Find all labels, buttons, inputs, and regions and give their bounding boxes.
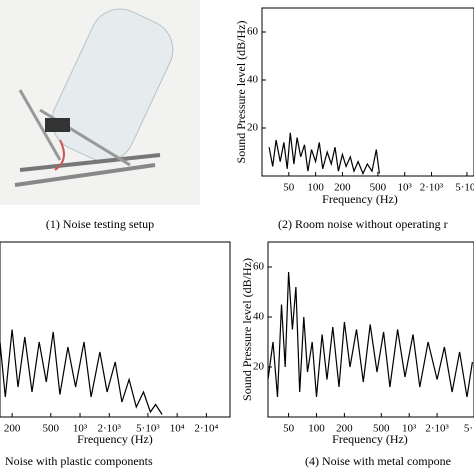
x-tick-label: 100 — [307, 182, 324, 194]
x-tick-label: 200 — [4, 423, 21, 435]
plot-frame — [0, 241, 231, 418]
x-tick-label: 500 — [370, 182, 387, 194]
plot-frame — [267, 241, 474, 418]
x-tick-label: 10³ — [402, 423, 417, 435]
x-tick-label: 5·10³ — [136, 423, 160, 435]
caption: (4) Noise with metal compone — [305, 454, 451, 468]
setup-photo — [0, 0, 200, 205]
plot-frame — [261, 7, 474, 177]
caption: (2) Room noise without operating r — [278, 217, 448, 231]
x-tick-label: 200 — [334, 182, 351, 194]
x-tick-label: 2·10³ — [420, 182, 444, 194]
y-tick-label: 60 — [253, 261, 265, 273]
caption: Noise with plastic components — [5, 454, 153, 468]
x-tick-label: 10³ — [398, 182, 413, 194]
y-tick-label: 40 — [247, 74, 259, 86]
y-tick-label: 20 — [253, 361, 265, 373]
y-axis-label: Sound Pressure level (dB/Hz) — [234, 21, 248, 164]
x-tick-label: 50 — [283, 182, 295, 194]
x-tick-label: 10⁴ — [170, 423, 185, 435]
caption: (1) Noise testing setup — [46, 217, 154, 231]
y-tick-label: 40 — [253, 311, 265, 323]
spectrum-line — [267, 271, 473, 398]
x-tick-label: 2·10⁴ — [194, 423, 218, 435]
x-tick-label: 5·10³ — [455, 182, 474, 194]
y-tick-label: 60 — [247, 26, 259, 38]
x-tick-label: 500 — [43, 423, 60, 435]
y-tick-label: 20 — [247, 122, 259, 134]
x-axis-label: Frequency (Hz) — [332, 432, 408, 446]
spectrum-line — [268, 132, 380, 176]
x-tick-label: 500 — [373, 423, 390, 435]
x-tick-label: 5·10 — [464, 423, 474, 435]
x-axis-label: Frequency (Hz) — [322, 192, 398, 206]
x-tick-label: 50 — [283, 423, 295, 435]
x-tick-label: 2·10³ — [425, 423, 449, 435]
x-tick-label: 10³ — [73, 423, 88, 435]
spectrum-line — [0, 329, 163, 415]
x-axis-label: Frequency (Hz) — [77, 432, 153, 446]
y-axis-label: Sound Pressure level (dB/Hz) — [240, 258, 254, 401]
x-tick-label: 200 — [336, 423, 353, 435]
x-tick-label: 2·10³ — [98, 423, 122, 435]
x-tick-label: 100 — [308, 423, 325, 435]
